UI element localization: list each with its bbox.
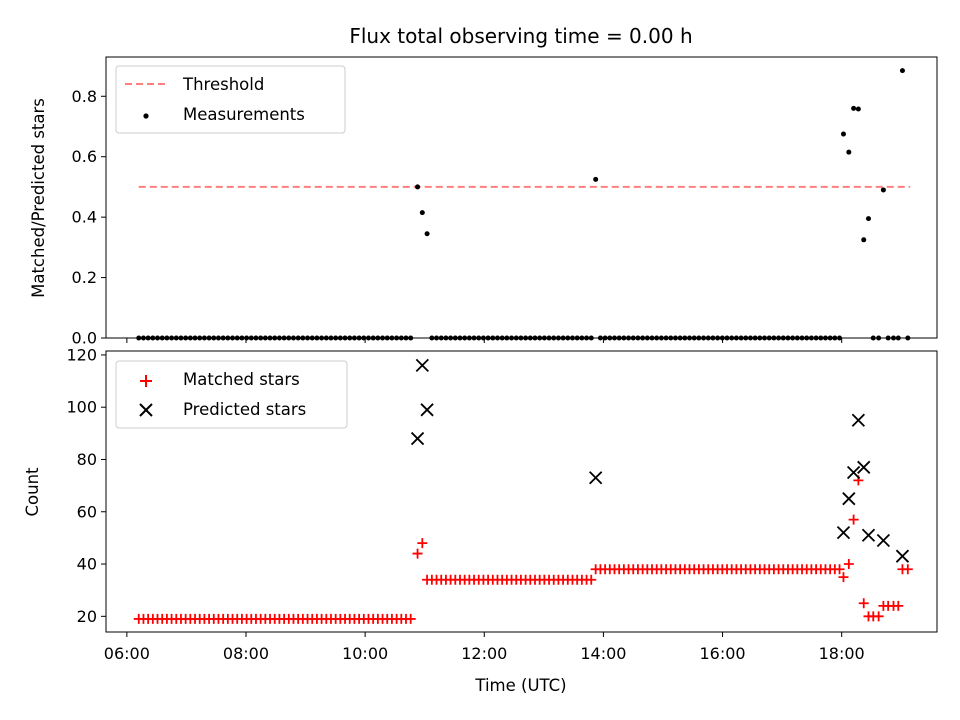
measurement-point — [855, 106, 861, 112]
top-panel: 0.00.20.40.60.8 Matched/Predicted stars … — [29, 56, 938, 348]
matched-stars-point — [848, 514, 859, 525]
x-tick-label: 06:00 — [104, 644, 150, 663]
measurement-point — [419, 210, 425, 216]
y-tick-label: 0.4 — [72, 208, 97, 227]
matched-stars-point — [893, 600, 904, 611]
top-legend-box — [115, 65, 346, 134]
measurement-point — [851, 105, 857, 111]
predicted-stars-point — [876, 533, 891, 548]
y-tick-label: 100 — [66, 398, 97, 417]
bottom-panel-frame — [105, 350, 938, 633]
bottom-panel: 20 40 60 80 100 120 06:00 08:00 10:00 12:00 14:00 1… — [23, 345, 938, 695]
matched-stars-point — [405, 613, 416, 624]
legend-predicted-label: Predicted stars — [183, 400, 306, 419]
matched-stars-point — [417, 538, 428, 549]
legend-measurements-swatch — [143, 113, 149, 119]
y-tick-label: 20 — [77, 607, 97, 626]
matched-stars-point — [586, 574, 597, 585]
predicted-stars-point — [836, 526, 851, 540]
bottom-legend-box — [115, 360, 348, 429]
predicted-stars-point — [861, 528, 876, 542]
matched-stars-point — [902, 564, 913, 575]
predicted-stars-point — [415, 358, 429, 373]
y-tick-label: 120 — [66, 345, 97, 364]
bottom-y-axis-label: Count — [23, 467, 42, 517]
predicted-stars-point — [851, 413, 866, 427]
matched-stars-point — [858, 598, 869, 609]
x-tick-label: 16:00 — [699, 644, 745, 663]
x-tick-label: 18:00 — [819, 644, 865, 663]
measurement-point — [899, 68, 905, 74]
x-tick-label: 14:00 — [580, 644, 626, 663]
x-tick-label: 10:00 — [342, 644, 388, 663]
measurement-point — [415, 184, 421, 190]
legend-matched-label: Matched stars — [183, 370, 300, 389]
measurement-point — [846, 149, 852, 155]
top-legend: Threshold Measurements — [115, 65, 346, 134]
x-tick-label: 08:00 — [223, 644, 269, 663]
measurement-point — [424, 231, 430, 237]
y-tick-label: 60 — [77, 502, 97, 521]
matched-stars-point — [412, 548, 423, 559]
matched-stars-point — [834, 564, 845, 575]
legend-threshold-label: Threshold — [182, 75, 264, 94]
predicted-stars-point — [589, 471, 603, 485]
matched-stars-point — [590, 564, 601, 575]
bottom-axes: 20 40 60 80 100 120 06:00 08:00 10:00 12:00 14:00 1… — [66, 345, 864, 663]
matched-stars-point — [843, 559, 854, 570]
predicted-stars-point — [857, 460, 871, 474]
top-axes: 0.0 0.2 0.4 0.6 0.8 — [72, 87, 843, 348]
measurement-point — [593, 176, 599, 182]
y-tick-label: 40 — [77, 555, 97, 574]
y-tick-label: 0.2 — [72, 268, 97, 287]
legend-predicted-swatch — [139, 403, 153, 417]
chart-title: Flux total observing time = 0.00 h — [349, 24, 692, 48]
bottom-legend: Matched stars Predicted stars — [115, 360, 348, 429]
matched-stars-point — [838, 572, 849, 583]
y-tick-label: 80 — [77, 450, 97, 469]
legend-matched-swatch — [140, 375, 152, 387]
y-tick-label: 0.6 — [72, 147, 97, 166]
predicted-stars-point — [410, 431, 425, 446]
y-tick-label: 0.0 — [72, 329, 97, 348]
x-tick-label: 12:00 — [461, 644, 507, 663]
predicted-stars-point — [895, 549, 910, 563]
x-axis-label: Time (UTC) — [474, 676, 566, 695]
top-panel-frame — [105, 56, 938, 339]
bottom-marks — [133, 358, 913, 624]
predicted-stars-point — [420, 403, 434, 417]
measurement-point — [861, 237, 867, 243]
predicted-stars-point — [846, 465, 861, 480]
measurement-point — [880, 187, 886, 193]
measurement-point — [840, 131, 846, 137]
predicted-stars-point — [842, 492, 856, 506]
legend-measurements-label: Measurements — [183, 105, 305, 124]
y-tick-label: 0.8 — [72, 87, 97, 106]
measurement-point — [865, 216, 871, 222]
top-y-axis-label: Matched/Predicted stars — [29, 98, 48, 298]
matched-stars-point — [422, 574, 433, 585]
matched-stars-point — [873, 611, 884, 622]
